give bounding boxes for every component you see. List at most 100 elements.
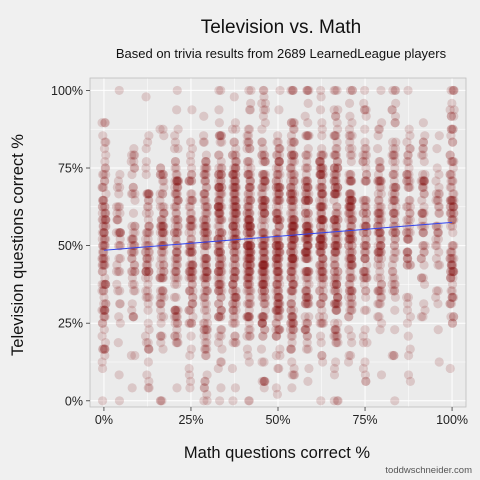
scatter-point — [216, 169, 226, 180]
scatter-point — [287, 234, 297, 244]
scatter-point — [100, 163, 111, 173]
scatter-point — [374, 312, 384, 322]
scatter-point — [214, 182, 224, 193]
scatter-point — [329, 286, 339, 296]
scatter-point — [242, 279, 252, 290]
scatter-point — [272, 253, 282, 264]
scatter-point — [200, 318, 210, 328]
scatter-point — [316, 215, 326, 225]
scatter-point — [303, 144, 313, 154]
scatter-point — [286, 137, 296, 147]
scatter-point — [302, 253, 312, 264]
scatter-point — [188, 260, 198, 270]
scatter-point — [173, 318, 183, 328]
scatter-point — [448, 241, 458, 251]
scatter-point — [244, 247, 254, 257]
scatter-point — [245, 195, 255, 205]
scatter-point — [185, 350, 195, 361]
scatter-point — [201, 156, 211, 167]
scatter-point — [243, 266, 254, 277]
scatter-point — [216, 189, 226, 199]
scatter-point — [360, 370, 370, 380]
scatter-point — [289, 305, 299, 315]
scatter-point — [361, 376, 371, 386]
scatter-point — [170, 176, 180, 186]
scatter-point — [403, 247, 413, 257]
scatter-point — [360, 305, 370, 315]
scatter-point — [229, 215, 239, 225]
scatter-point — [287, 383, 297, 393]
scatter-point — [333, 286, 343, 296]
scatter-point — [344, 312, 354, 322]
scatter-point — [200, 221, 210, 231]
scatter-point — [375, 215, 385, 225]
scatter-point — [198, 215, 209, 225]
scatter-point — [431, 286, 442, 296]
scatter-point — [390, 221, 401, 231]
scatter-point — [273, 292, 283, 302]
scatter-point — [434, 247, 444, 257]
scatter-point — [172, 176, 182, 186]
scatter-point — [374, 176, 384, 186]
scatter-point — [361, 292, 371, 302]
scatter-point — [156, 247, 167, 257]
scatter-point — [245, 273, 255, 283]
scatter-point — [431, 195, 441, 205]
scatter-point — [100, 202, 110, 212]
scatter-point — [230, 163, 241, 173]
scatter-point — [317, 131, 327, 141]
scatter-point — [404, 176, 414, 186]
scatter-point — [101, 279, 111, 290]
scatter-point — [186, 150, 196, 160]
scatter-point — [126, 247, 137, 257]
scatter-point — [242, 279, 253, 290]
scatter-point — [389, 215, 399, 225]
scatter-point — [330, 325, 341, 335]
scatter-point — [418, 312, 428, 322]
scatter-point — [332, 202, 342, 212]
scatter-point — [318, 253, 328, 264]
scatter-point — [446, 299, 457, 309]
scatter-point — [214, 195, 224, 205]
scatter-point — [171, 234, 181, 244]
scatter-point — [171, 234, 181, 244]
scatter-point — [445, 208, 455, 218]
scatter-point — [304, 363, 314, 374]
scatter-point — [390, 182, 400, 193]
scatter-point — [213, 182, 223, 193]
scatter-point — [246, 286, 256, 296]
scatter-point — [358, 273, 369, 283]
scatter-point — [114, 228, 125, 238]
scatter-point — [246, 241, 256, 251]
scatter-point — [141, 234, 151, 244]
scatter-point — [304, 279, 314, 290]
scatter-point — [286, 241, 296, 251]
scatter-point — [217, 202, 227, 212]
scatter-point — [257, 292, 267, 302]
scatter-point — [274, 305, 285, 315]
scatter-point — [301, 318, 311, 328]
scatter-point — [186, 318, 197, 328]
scatter-point — [344, 247, 355, 257]
scatter-point — [275, 182, 285, 193]
scatter-point — [170, 253, 180, 264]
scatter-point — [242, 312, 252, 322]
scatter-point — [141, 163, 151, 173]
scatter-point — [273, 176, 283, 186]
scatter-point — [304, 189, 314, 199]
scatter-point — [231, 150, 241, 160]
scatter-point — [99, 260, 109, 270]
scatter-point — [317, 124, 327, 134]
scatter-point — [289, 137, 299, 147]
scatter-point — [347, 260, 357, 270]
scatter-point — [302, 292, 312, 302]
scatter-point — [228, 221, 238, 231]
scatter-point — [300, 208, 311, 218]
scatter-point — [418, 118, 428, 128]
scatter-point — [317, 234, 327, 244]
scatter-point — [332, 118, 342, 128]
scatter-point — [217, 182, 227, 193]
scatter-point — [289, 318, 299, 328]
scatter-point — [272, 195, 282, 205]
scatter-point — [260, 176, 270, 186]
